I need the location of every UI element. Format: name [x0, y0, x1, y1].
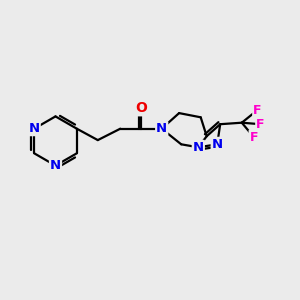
Text: F: F: [250, 130, 258, 144]
Text: F: F: [256, 118, 265, 131]
Text: N: N: [28, 122, 40, 135]
Text: F: F: [253, 103, 262, 117]
Text: N: N: [50, 159, 61, 172]
Text: N: N: [193, 141, 204, 154]
Text: O: O: [135, 101, 147, 115]
Text: N: N: [156, 122, 167, 135]
Text: N: N: [212, 138, 223, 151]
